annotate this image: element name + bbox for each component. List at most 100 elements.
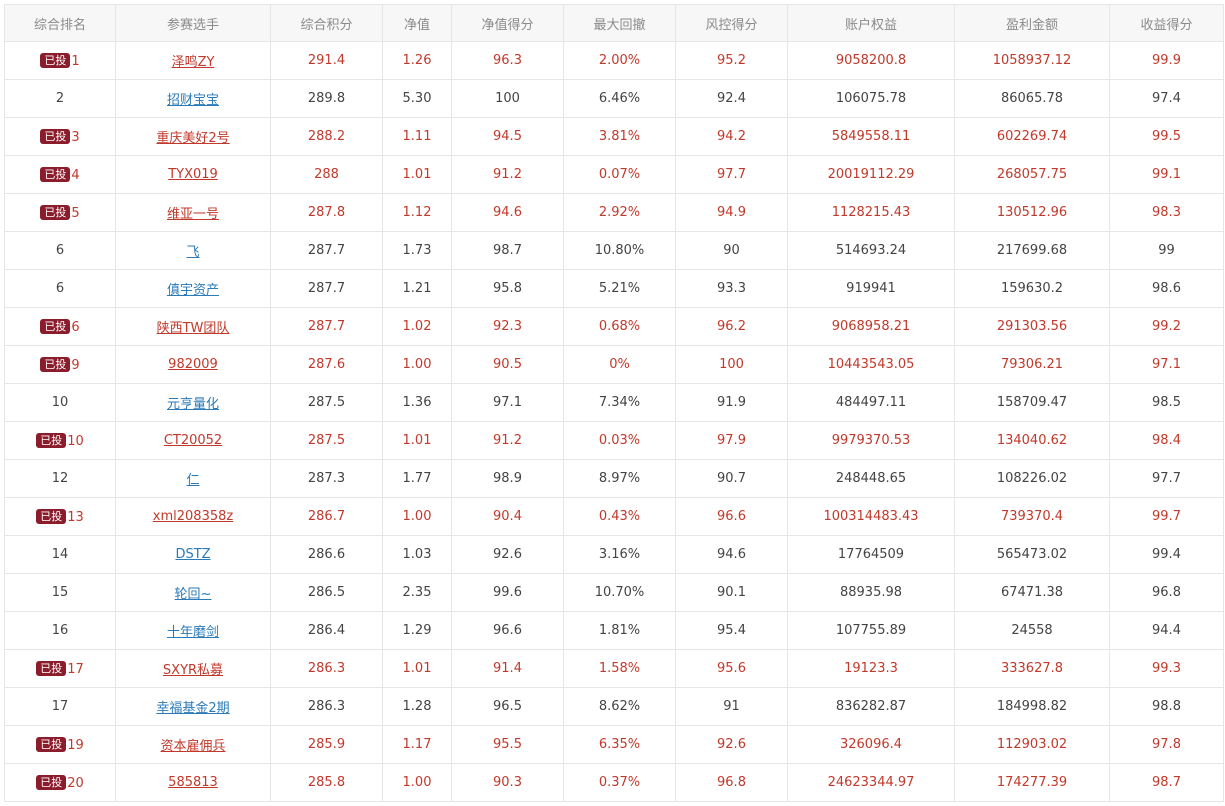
risk-score-cell: 97.7 xyxy=(675,155,788,194)
nav-score-cell: 91.4 xyxy=(451,649,564,688)
player-link[interactable]: TYX019 xyxy=(168,167,218,182)
player-link[interactable]: 飞 xyxy=(186,245,200,260)
equity-cell: 836282.87 xyxy=(787,687,955,726)
rank-value: 19 xyxy=(67,737,84,753)
max-drawdown-cell: 7.34% xyxy=(563,383,676,422)
table-row: 已投 13 xml208358z 286.7 1.00 90.4 0.43% 96.6 1003… xyxy=(4,497,1224,536)
header-return-score[interactable]: 收益得分 xyxy=(1109,4,1224,42)
player-link[interactable]: DSTZ xyxy=(175,547,211,562)
player-link[interactable]: 十年磨剑 xyxy=(166,625,219,640)
rank-cell: 16 xyxy=(4,611,116,650)
player-link[interactable]: 982009 xyxy=(168,357,218,372)
nav-cell: 1.29 xyxy=(382,611,452,650)
nav-cell: 2.35 xyxy=(382,573,452,612)
nav-score-cell: 95.8 xyxy=(451,269,564,308)
max-drawdown-cell: 10.70% xyxy=(563,573,676,612)
player-cell: DSTZ xyxy=(115,535,271,574)
player-link[interactable]: CT20052 xyxy=(163,433,223,448)
header-player[interactable]: 参赛选手 xyxy=(115,4,271,42)
player-link[interactable]: 招财宝宝 xyxy=(166,93,219,108)
player-link[interactable]: 元亨量化 xyxy=(166,397,219,412)
score-cell: 287.8 xyxy=(270,193,383,232)
player-cell: 资本雇佣兵 xyxy=(115,725,271,764)
nav-score-cell: 92.3 xyxy=(451,307,564,346)
header-risk-score[interactable]: 风控得分 xyxy=(675,4,788,42)
table-row: 17 幸福基金2期 286.3 1.28 96.5 8.62% 91 836282.87 184… xyxy=(4,687,1224,726)
equity-cell: 106075.78 xyxy=(787,79,955,118)
max-drawdown-cell: 6.35% xyxy=(563,725,676,764)
return-score-cell: 99.7 xyxy=(1109,497,1224,536)
rank-value: 5 xyxy=(71,205,80,221)
player-link[interactable]: 轮回~ xyxy=(174,587,212,602)
table-row: 已投 10 CT20052 287.5 1.01 91.2 0.03% 97.9 9979370… xyxy=(4,421,1224,460)
header-nav-score[interactable]: 净值得分 xyxy=(451,4,564,42)
max-drawdown-cell: 0.37% xyxy=(563,763,676,802)
player-link[interactable]: 幸福基金2期 xyxy=(156,701,230,716)
score-cell: 288.2 xyxy=(270,117,383,156)
equity-cell: 24623344.97 xyxy=(787,763,955,802)
max-drawdown-cell: 6.46% xyxy=(563,79,676,118)
header-nav[interactable]: 净值 xyxy=(382,4,452,42)
rank-value: 17 xyxy=(67,661,84,677)
rank-value: 6 xyxy=(71,319,80,335)
profit-cell: 67471.38 xyxy=(954,573,1110,612)
player-link[interactable]: 傎宇资产 xyxy=(166,283,219,298)
rank-cell: 已投 20 xyxy=(4,763,116,802)
rank-value: 6 xyxy=(55,243,65,258)
player-link[interactable]: 仁 xyxy=(186,473,200,488)
return-score-cell: 96.8 xyxy=(1109,573,1224,612)
table-body: 已投 1 泽鸣ZY 291.4 1.26 96.3 2.00% 95.2 9058200.8 10… xyxy=(4,41,1224,802)
player-link[interactable]: 维亚一号 xyxy=(166,207,219,222)
header-score[interactable]: 综合积分 xyxy=(270,4,383,42)
header-rank[interactable]: 综合排名 xyxy=(4,4,116,42)
table-row: 已投 3 重庆美好2号 288.2 1.11 94.5 3.81% 94.2 5849558.1… xyxy=(4,117,1224,156)
header-equity[interactable]: 账户权益 xyxy=(787,4,955,42)
ranking-table: 综合排名 参赛选手 综合积分 净值 净值得分 最大回撤 风控得分 账户权益 盈利… xyxy=(4,4,1224,802)
equity-cell: 10443543.05 xyxy=(787,345,955,384)
rank-cell: 已投 19 xyxy=(4,725,116,764)
player-link[interactable]: 陕西TW团队 xyxy=(156,321,230,336)
player-link[interactable]: SXYR私募 xyxy=(162,663,224,678)
player-link[interactable]: 泽鸣ZY xyxy=(171,55,215,70)
max-drawdown-cell: 1.58% xyxy=(563,649,676,688)
equity-cell: 1128215.43 xyxy=(787,193,955,232)
profit-cell: 268057.75 xyxy=(954,155,1110,194)
invested-badge: 已投 xyxy=(36,432,67,448)
profit-cell: 79306.21 xyxy=(954,345,1110,384)
score-cell: 286.3 xyxy=(270,649,383,688)
max-drawdown-cell: 2.00% xyxy=(563,41,676,80)
profit-cell: 134040.62 xyxy=(954,421,1110,460)
player-link[interactable]: 585813 xyxy=(168,775,218,790)
profit-cell: 24558 xyxy=(954,611,1110,650)
nav-score-cell: 100 xyxy=(451,79,564,118)
player-link[interactable]: xml208358z xyxy=(152,509,234,524)
player-link[interactable]: 重庆美好2号 xyxy=(156,131,230,146)
score-cell: 287.5 xyxy=(270,421,383,460)
risk-score-cell: 94.2 xyxy=(675,117,788,156)
nav-score-cell: 97.1 xyxy=(451,383,564,422)
rank-value: 4 xyxy=(71,167,80,183)
score-cell: 287.7 xyxy=(270,231,383,270)
rank-cell: 15 xyxy=(4,573,116,612)
player-link[interactable]: 资本雇佣兵 xyxy=(160,739,226,754)
nav-score-cell: 90.4 xyxy=(451,497,564,536)
header-profit[interactable]: 盈利金额 xyxy=(954,4,1110,42)
score-cell: 285.8 xyxy=(270,763,383,802)
score-cell: 287.5 xyxy=(270,383,383,422)
invested-badge: 已投 xyxy=(40,52,71,68)
rank-cell: 已投 17 xyxy=(4,649,116,688)
rank-cell: 已投 9 xyxy=(4,345,116,384)
rank-value: 16 xyxy=(51,623,69,638)
player-cell: 陕西TW团队 xyxy=(115,307,271,346)
nav-score-cell: 90.5 xyxy=(451,345,564,384)
return-score-cell: 97.1 xyxy=(1109,345,1224,384)
score-cell: 287.7 xyxy=(270,269,383,308)
return-score-cell: 97.4 xyxy=(1109,79,1224,118)
risk-score-cell: 96.6 xyxy=(675,497,788,536)
nav-cell: 1.00 xyxy=(382,497,452,536)
score-cell: 286.3 xyxy=(270,687,383,726)
header-max-drawdown[interactable]: 最大回撤 xyxy=(563,4,676,42)
rank-value: 2 xyxy=(55,91,65,106)
equity-cell: 17764509 xyxy=(787,535,955,574)
equity-cell: 9979370.53 xyxy=(787,421,955,460)
